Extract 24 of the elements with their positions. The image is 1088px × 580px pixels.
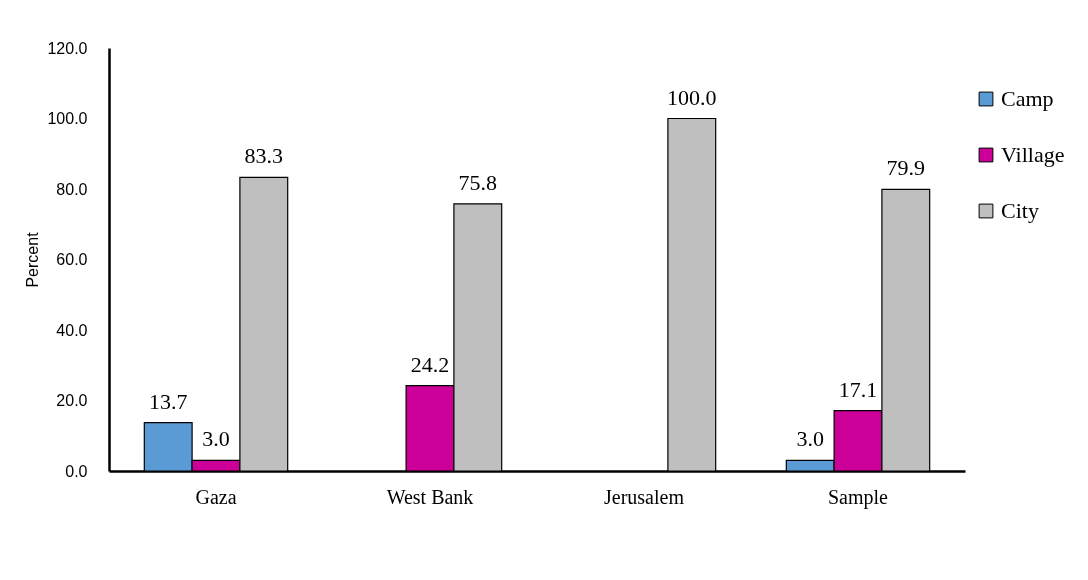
y-tick-label: 100.0 (47, 110, 88, 127)
data-label: 3.0 (202, 426, 230, 452)
legend-label: Village (1001, 142, 1065, 167)
y-tick-label: 20.0 (56, 392, 88, 409)
data-label: 3.0 (796, 426, 824, 452)
y-tick-label: 40.0 (56, 321, 88, 339)
data-label: 13.7 (148, 388, 188, 414)
data-label: 75.8 (458, 169, 498, 195)
x-tick-label: Jerusalem (604, 485, 685, 508)
x-tick-label: West Bank (386, 485, 474, 508)
y-tick-label: 0.0 (65, 462, 88, 480)
x-tick-label: Gaza (195, 485, 237, 508)
data-label: 79.9 (886, 155, 926, 181)
data-label: 17.1 (838, 376, 878, 402)
legend-label: City (1001, 198, 1039, 223)
y-tick-label: 120.0 (47, 39, 88, 57)
data-label: 100.0 (667, 84, 717, 110)
data-label: 83.3 (244, 143, 284, 169)
y-tick-label: 60.0 (56, 251, 88, 268)
y-axis-title: Percent (24, 231, 42, 288)
x-tick-label: Sample (828, 485, 889, 509)
legend-label: Camp (1001, 86, 1054, 111)
y-tick-label: 80.0 (56, 180, 88, 198)
data-label: 24.2 (410, 351, 450, 377)
